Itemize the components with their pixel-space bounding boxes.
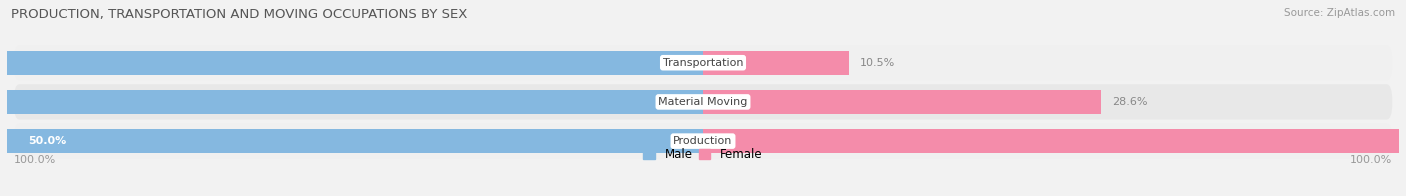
Text: Production: Production — [673, 136, 733, 146]
Bar — [703, 51, 849, 75]
Bar — [7, 129, 703, 153]
Text: 28.6%: 28.6% — [1112, 97, 1147, 107]
Legend: Male, Female: Male, Female — [644, 148, 762, 161]
Bar — [703, 90, 1101, 114]
Text: Material Moving: Material Moving — [658, 97, 748, 107]
Text: Transportation: Transportation — [662, 58, 744, 68]
FancyBboxPatch shape — [14, 84, 1392, 120]
Bar — [0, 51, 703, 75]
Text: 10.5%: 10.5% — [860, 58, 896, 68]
Text: Source: ZipAtlas.com: Source: ZipAtlas.com — [1284, 8, 1395, 18]
Bar — [0, 90, 703, 114]
Text: 100.0%: 100.0% — [14, 155, 56, 165]
Text: PRODUCTION, TRANSPORTATION AND MOVING OCCUPATIONS BY SEX: PRODUCTION, TRANSPORTATION AND MOVING OC… — [11, 8, 468, 21]
Text: 100.0%: 100.0% — [1350, 155, 1392, 165]
Text: 50.0%: 50.0% — [28, 136, 66, 146]
FancyBboxPatch shape — [14, 45, 1392, 80]
Bar — [703, 129, 1399, 153]
FancyBboxPatch shape — [14, 123, 1392, 159]
